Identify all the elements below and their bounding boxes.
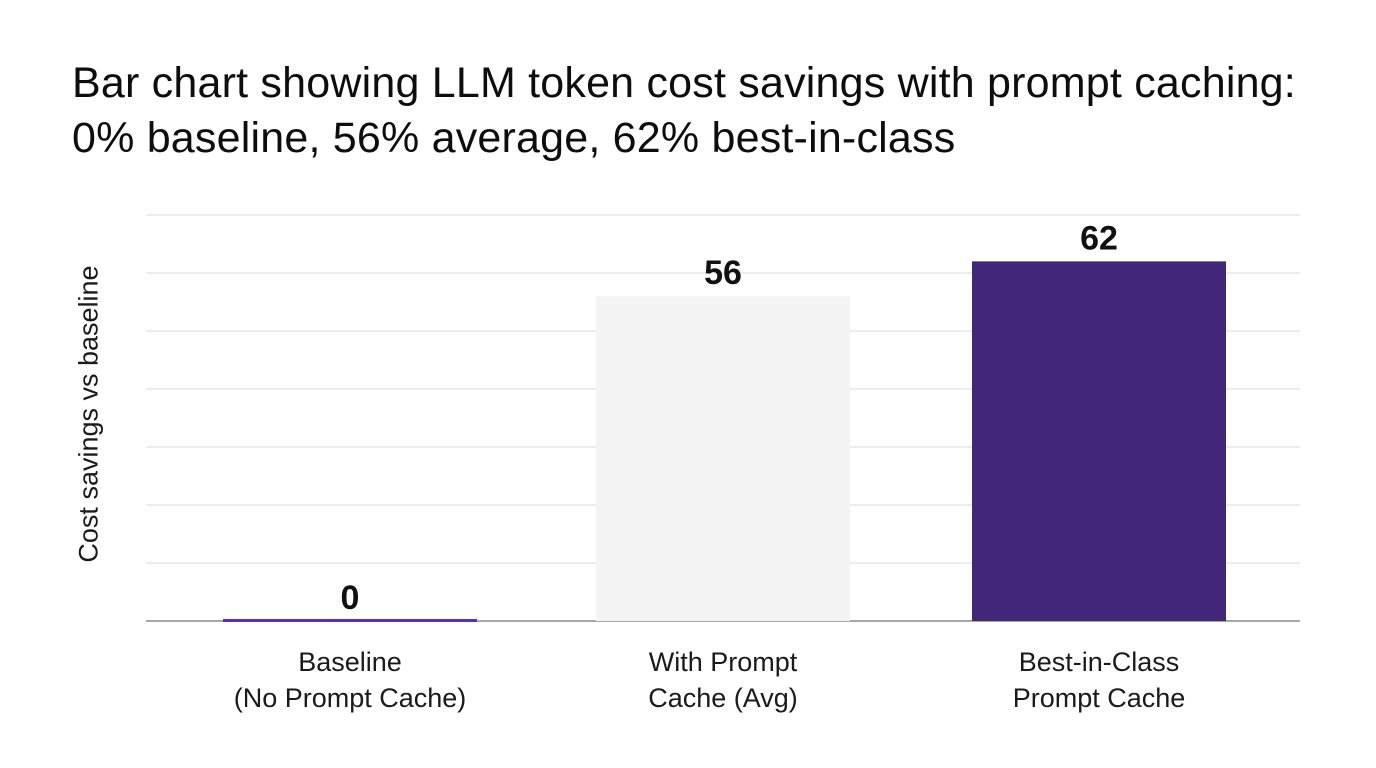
data-label-0: 0 xyxy=(341,579,360,617)
bar-1 xyxy=(596,296,850,621)
data-label-2: 62 xyxy=(1080,219,1118,257)
x-tick-label-0: Baseline (No Prompt Cache) xyxy=(233,647,467,713)
x-tick-label-2: Best-in-Class Prompt Cache xyxy=(1012,647,1186,713)
x-tick-label-1: With Prompt Cache (Avg) xyxy=(648,647,798,713)
bar-0 xyxy=(223,619,477,622)
bar-2 xyxy=(972,261,1226,621)
data-label-1: 56 xyxy=(704,254,742,292)
chart-title: Bar chart showing LLM token cost savings… xyxy=(72,59,1296,162)
